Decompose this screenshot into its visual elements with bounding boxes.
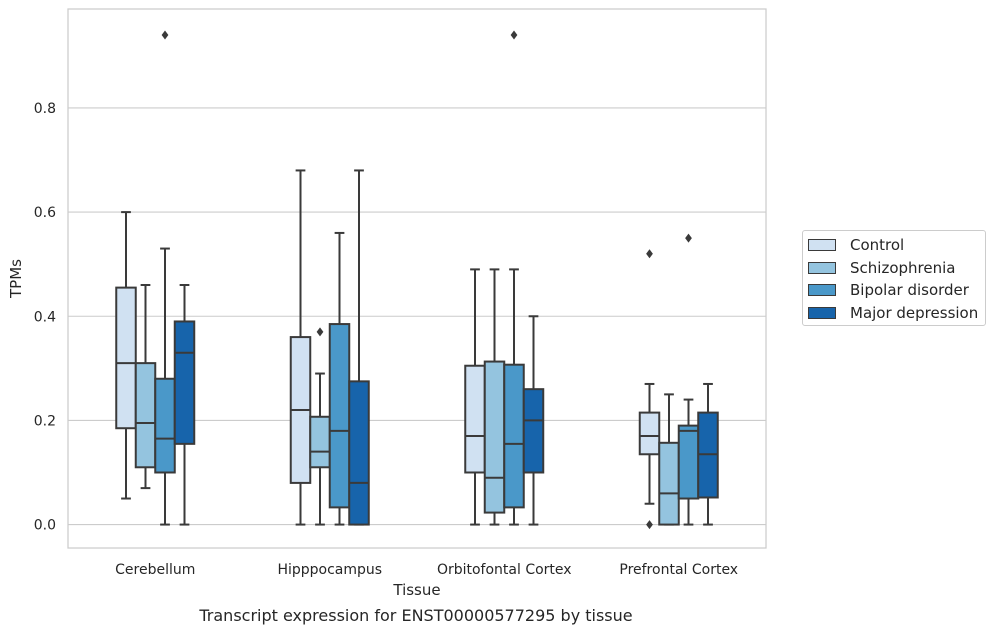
box-2-3 [522,315,545,526]
iqr-box [348,380,370,526]
tick-labels: 0.0 0.2 0.4 0.6 0.8 Cerebellum Hipppocampus Orb… [34,101,738,578]
x-tick-label: Prefrontal Cortex [619,562,738,578]
box-2-1 [483,268,506,526]
outlier-marker [510,30,518,40]
outlier-marker [316,327,324,337]
box-2-2 [503,30,525,526]
box-1-2 [328,231,351,526]
legend-label-major-depression: Major depression [850,303,979,322]
iqr-box [328,323,351,509]
chart-caption: Transcript expression for ENST0000057729… [199,606,633,625]
box-series-layer [115,30,719,530]
iqr-box [115,286,137,430]
box-2-0 [464,268,486,526]
box-3-2 [677,233,700,526]
iqr-box [503,363,525,509]
iqr-box [309,415,331,469]
box-0-1 [134,284,157,490]
legend-label-bipolar-disorder: Bipolar disorder [850,281,969,300]
box-1-3 [348,169,370,526]
iqr-box [638,411,661,456]
box-0-3 [173,284,196,526]
box-1-1 [309,327,331,526]
outlier-marker [646,520,653,530]
iqr-box [154,377,176,474]
legend-item-major-depression: Major depression [808,302,985,325]
x-tick-label: Cerebellum [115,562,195,578]
iqr-box [173,320,196,445]
y-tick-label: 0.6 [34,205,56,221]
legend-label-schizophrenia: Schizophrenia [850,258,956,277]
legend-item-bipolar-disorder: Bipolar disorder [808,279,985,302]
plot-frame [67,8,767,549]
x-tick-label: Hipppocampus [277,562,382,578]
iqr-box [483,360,506,514]
box-1-0 [289,169,312,526]
legend-item-schizophrenia: Schizophrenia [808,257,985,280]
outlier-marker [161,30,169,40]
legend-item-control: Control [808,234,985,257]
box-0-0 [115,211,137,500]
legend-swatch-schizophrenia [808,261,836,274]
legend-label-control: Control [850,236,905,255]
iqr-box [658,441,680,526]
box-3-0 [638,249,661,530]
iqr-box [677,424,700,500]
box-3-3 [697,382,719,526]
x-axis-label: Tissue [392,581,440,599]
y-tick-label: 0.8 [34,101,56,117]
box-3-1 [658,393,680,526]
y-tick-label: 0.2 [34,413,56,429]
iqr-box [464,364,486,474]
y-tick-label: 0.4 [34,309,56,325]
legend-swatch-bipolar-disorder [808,284,836,297]
y-tick-label: 0.0 [34,518,56,534]
outlier-marker [646,249,653,259]
y-axis-label: TPMs [7,259,25,299]
x-tick-label: Orbitofontal Cortex [437,562,572,578]
legend-swatch-control [808,239,836,252]
box-0-2 [154,30,176,526]
iqr-box [522,388,545,474]
chart-legend: Control Schizophrenia Bipolar disorder M… [802,230,986,326]
legend-swatch-major-depression [808,306,836,319]
iqr-box [134,362,157,469]
outlier-marker [685,233,692,243]
